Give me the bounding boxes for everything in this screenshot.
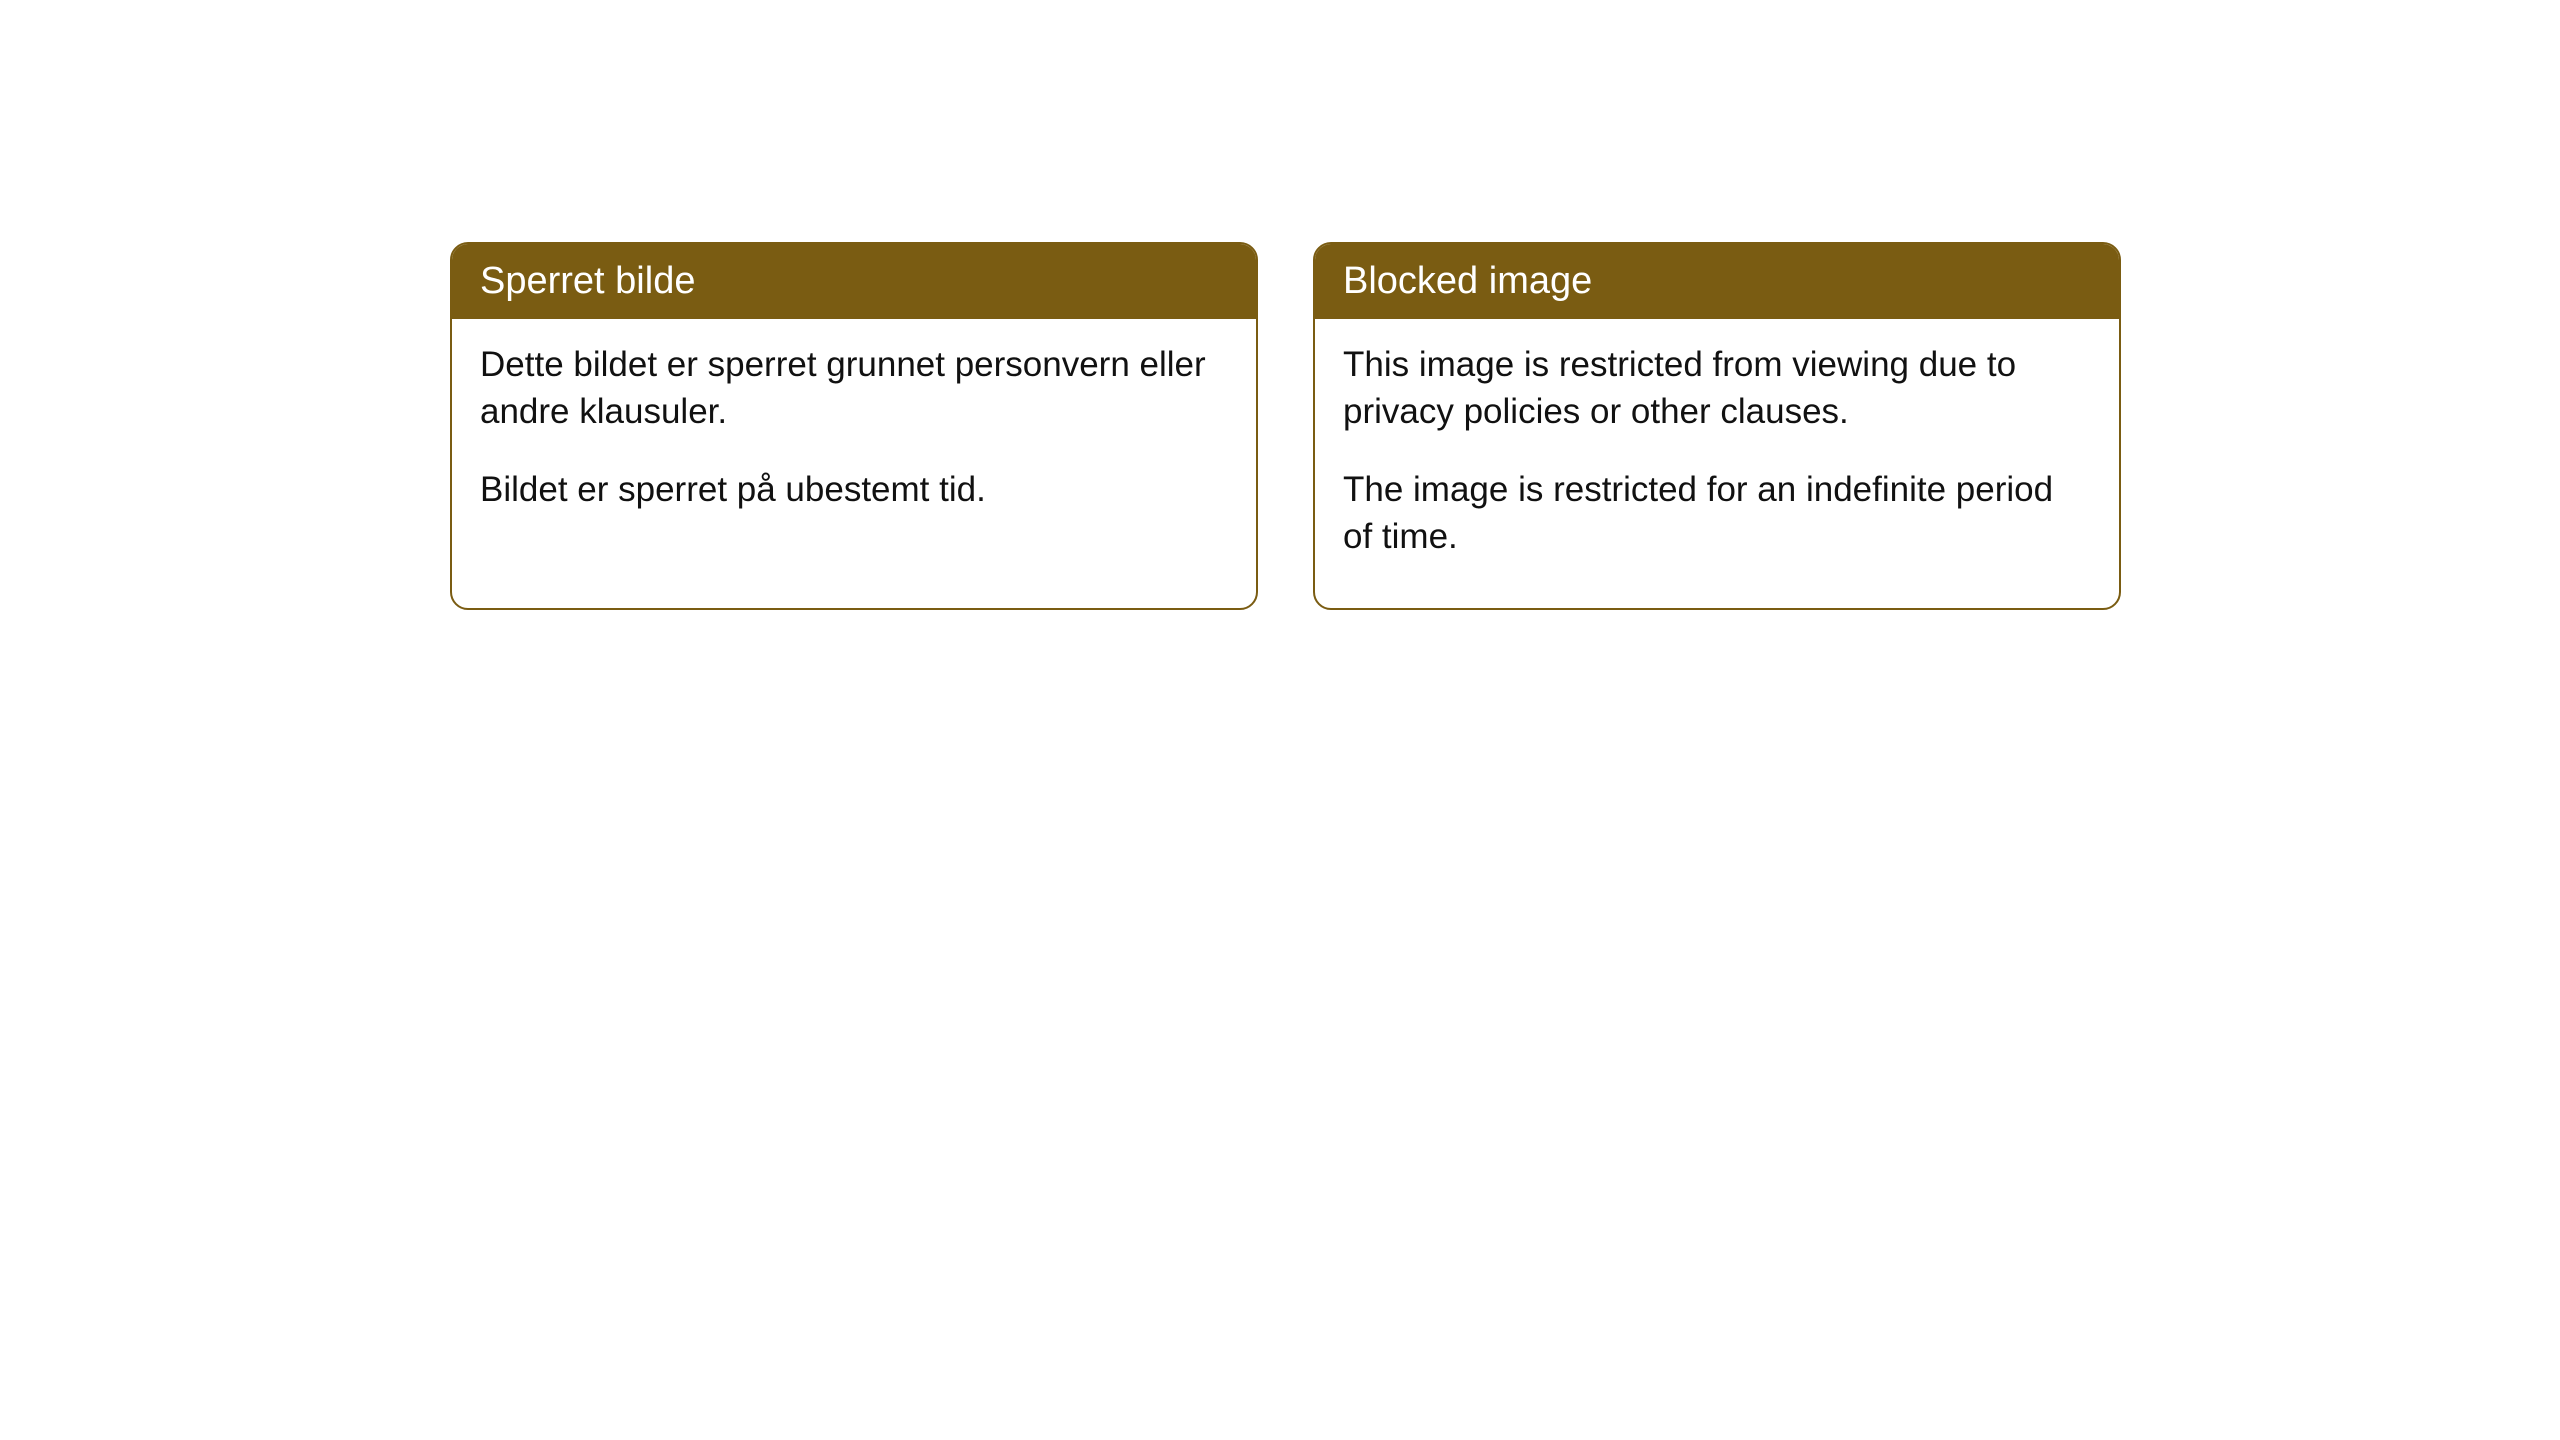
card-header: Sperret bilde — [452, 244, 1256, 319]
card-paragraph: Bildet er sperret på ubestemt tid. — [480, 466, 1228, 513]
card-paragraph: This image is restricted from viewing du… — [1343, 341, 2091, 436]
blocked-image-card-norwegian: Sperret bilde Dette bildet er sperret gr… — [450, 242, 1258, 610]
card-body: Dette bildet er sperret grunnet personve… — [452, 319, 1256, 561]
blocked-image-card-english: Blocked image This image is restricted f… — [1313, 242, 2121, 610]
notice-cards-container: Sperret bilde Dette bildet er sperret gr… — [450, 242, 2121, 610]
card-header: Blocked image — [1315, 244, 2119, 319]
card-body: This image is restricted from viewing du… — [1315, 319, 2119, 608]
card-title: Sperret bilde — [480, 260, 695, 302]
card-paragraph: Dette bildet er sperret grunnet personve… — [480, 341, 1228, 436]
card-paragraph: The image is restricted for an indefinit… — [1343, 466, 2091, 561]
card-title: Blocked image — [1343, 260, 1592, 302]
